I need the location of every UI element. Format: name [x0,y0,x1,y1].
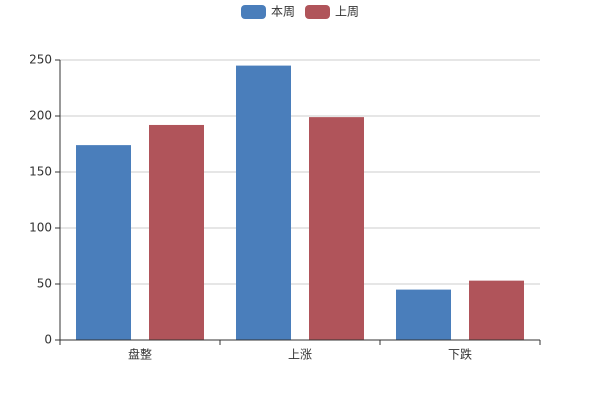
y-tick-label: 150 [29,165,52,179]
x-tick-label: 盘整 [128,347,152,362]
legend-label[interactable]: 本周 [271,5,295,19]
bar [236,65,291,340]
bar [469,280,524,340]
legend-label[interactable]: 上周 [335,5,359,19]
y-tick-label: 100 [29,221,52,235]
y-tick-label: 250 [29,53,52,67]
x-tick-label: 下跌 [448,347,472,362]
y-tick-label: 50 [37,277,52,291]
bar [309,117,364,341]
y-tick-label: 200 [29,109,52,123]
legend-icon[interactable] [241,5,266,19]
bar [396,289,451,340]
bar [149,124,204,341]
y-tick-label: 0 [44,333,52,347]
x-tick-label: 上涨 [288,347,312,362]
bar [76,145,131,340]
legend-icon[interactable] [305,5,330,19]
